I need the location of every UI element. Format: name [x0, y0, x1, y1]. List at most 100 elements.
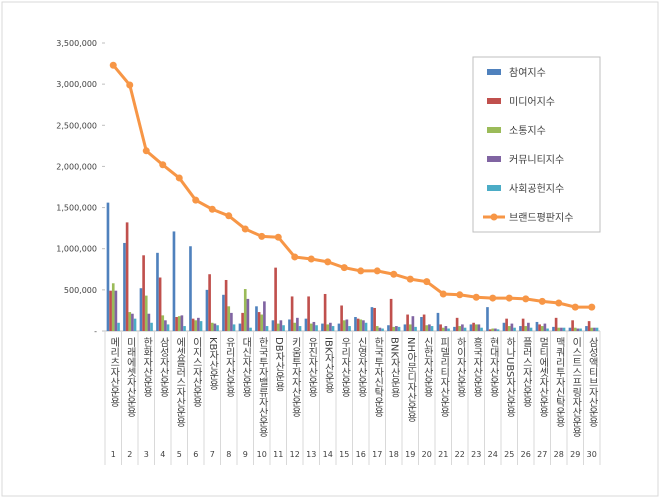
bar	[381, 328, 384, 331]
rank-label: 25	[504, 450, 514, 459]
bar	[356, 318, 360, 331]
line-marker	[373, 267, 381, 275]
rank-label: 9	[243, 450, 248, 459]
rank-label: 12	[290, 450, 300, 459]
bar	[175, 317, 178, 331]
rank-label: 16	[356, 450, 366, 459]
bar	[288, 319, 291, 331]
x-tick-label: DB자산운용	[273, 337, 285, 392]
line-marker	[406, 275, 414, 283]
line-marker	[225, 212, 233, 220]
bar	[557, 327, 561, 331]
x-tick-label: 한화자산운용	[141, 337, 153, 397]
x-tick-label: 멀티에셋자산운용	[537, 336, 549, 417]
rank-label: 26	[521, 450, 531, 459]
bar	[279, 320, 283, 331]
bar	[579, 328, 582, 331]
bar	[436, 312, 440, 331]
bar	[142, 255, 145, 331]
bar	[241, 312, 244, 331]
bar	[408, 324, 412, 331]
line-marker	[538, 297, 546, 305]
rank-label: 21	[438, 450, 448, 459]
x-tick-label: 유리자산운용	[223, 337, 235, 397]
bar	[403, 324, 407, 331]
bar	[123, 242, 126, 331]
rank-label: 29	[570, 450, 580, 459]
bar	[158, 277, 162, 331]
bar	[189, 246, 192, 331]
x-tick-label: 삼성액티브자산운용	[586, 337, 598, 427]
bar	[161, 315, 165, 331]
bar	[309, 323, 313, 331]
bar	[362, 320, 365, 331]
bar	[172, 231, 176, 331]
bar	[491, 328, 495, 331]
bar	[370, 307, 374, 331]
bar	[392, 326, 396, 331]
bar	[255, 306, 258, 331]
bar	[573, 327, 577, 331]
bar	[164, 320, 167, 331]
line-marker	[555, 299, 563, 307]
x-tick-label: KB자산운용	[207, 337, 219, 390]
bar	[543, 323, 547, 331]
x-tick-label: 우리자산운용	[339, 337, 351, 397]
x-tick-label: 하이자산운용	[454, 336, 466, 397]
bar	[571, 320, 574, 331]
bar	[166, 324, 170, 331]
bar	[422, 314, 426, 331]
bar	[321, 323, 324, 331]
bar	[282, 325, 285, 331]
rank-label: 23	[471, 450, 481, 459]
bar	[414, 326, 417, 331]
line-marker	[456, 291, 464, 299]
rank-label: 17	[372, 450, 382, 459]
rank-label: 14	[323, 450, 333, 459]
x-tick-label: 흥국자산운용	[471, 336, 483, 397]
bar	[238, 323, 242, 331]
bar	[205, 289, 209, 331]
line-marker	[588, 303, 596, 311]
line-marker	[208, 205, 216, 213]
bar	[595, 327, 599, 331]
bar	[354, 317, 357, 331]
line-marker	[522, 295, 530, 303]
legend-swatch	[487, 69, 501, 75]
legend-label: 브랜드평판지수	[509, 212, 573, 224]
bar	[315, 325, 318, 331]
bar	[298, 326, 302, 331]
bar	[274, 267, 277, 331]
rank-label: 10	[257, 450, 267, 459]
bar	[197, 317, 200, 331]
bar	[183, 326, 186, 331]
bar	[428, 324, 431, 331]
bar	[340, 305, 343, 331]
rank-label: 27	[537, 450, 547, 459]
bar	[227, 306, 231, 331]
bar	[177, 316, 181, 331]
bar	[453, 326, 456, 331]
bar	[331, 326, 335, 331]
bar	[342, 320, 346, 331]
bar	[296, 317, 299, 331]
bar	[128, 312, 132, 331]
y-tick-label: 2,000,000	[56, 162, 97, 171]
y-tick-label: 500,000	[64, 286, 97, 295]
bar	[114, 290, 118, 331]
bar	[441, 327, 445, 331]
bar	[505, 318, 508, 331]
bar	[208, 274, 211, 331]
rank-label: 24	[488, 450, 498, 459]
bar	[411, 316, 415, 331]
x-tick-label: 이스트스프링자산운용	[570, 337, 582, 437]
bar	[488, 329, 492, 331]
bar	[348, 326, 351, 331]
bar	[519, 326, 522, 331]
line-marker	[159, 161, 167, 169]
bar	[276, 323, 280, 331]
bar	[131, 313, 134, 331]
x-tick-label: 하나UBS자산운용	[504, 336, 516, 418]
rank-label: 19	[405, 450, 415, 459]
